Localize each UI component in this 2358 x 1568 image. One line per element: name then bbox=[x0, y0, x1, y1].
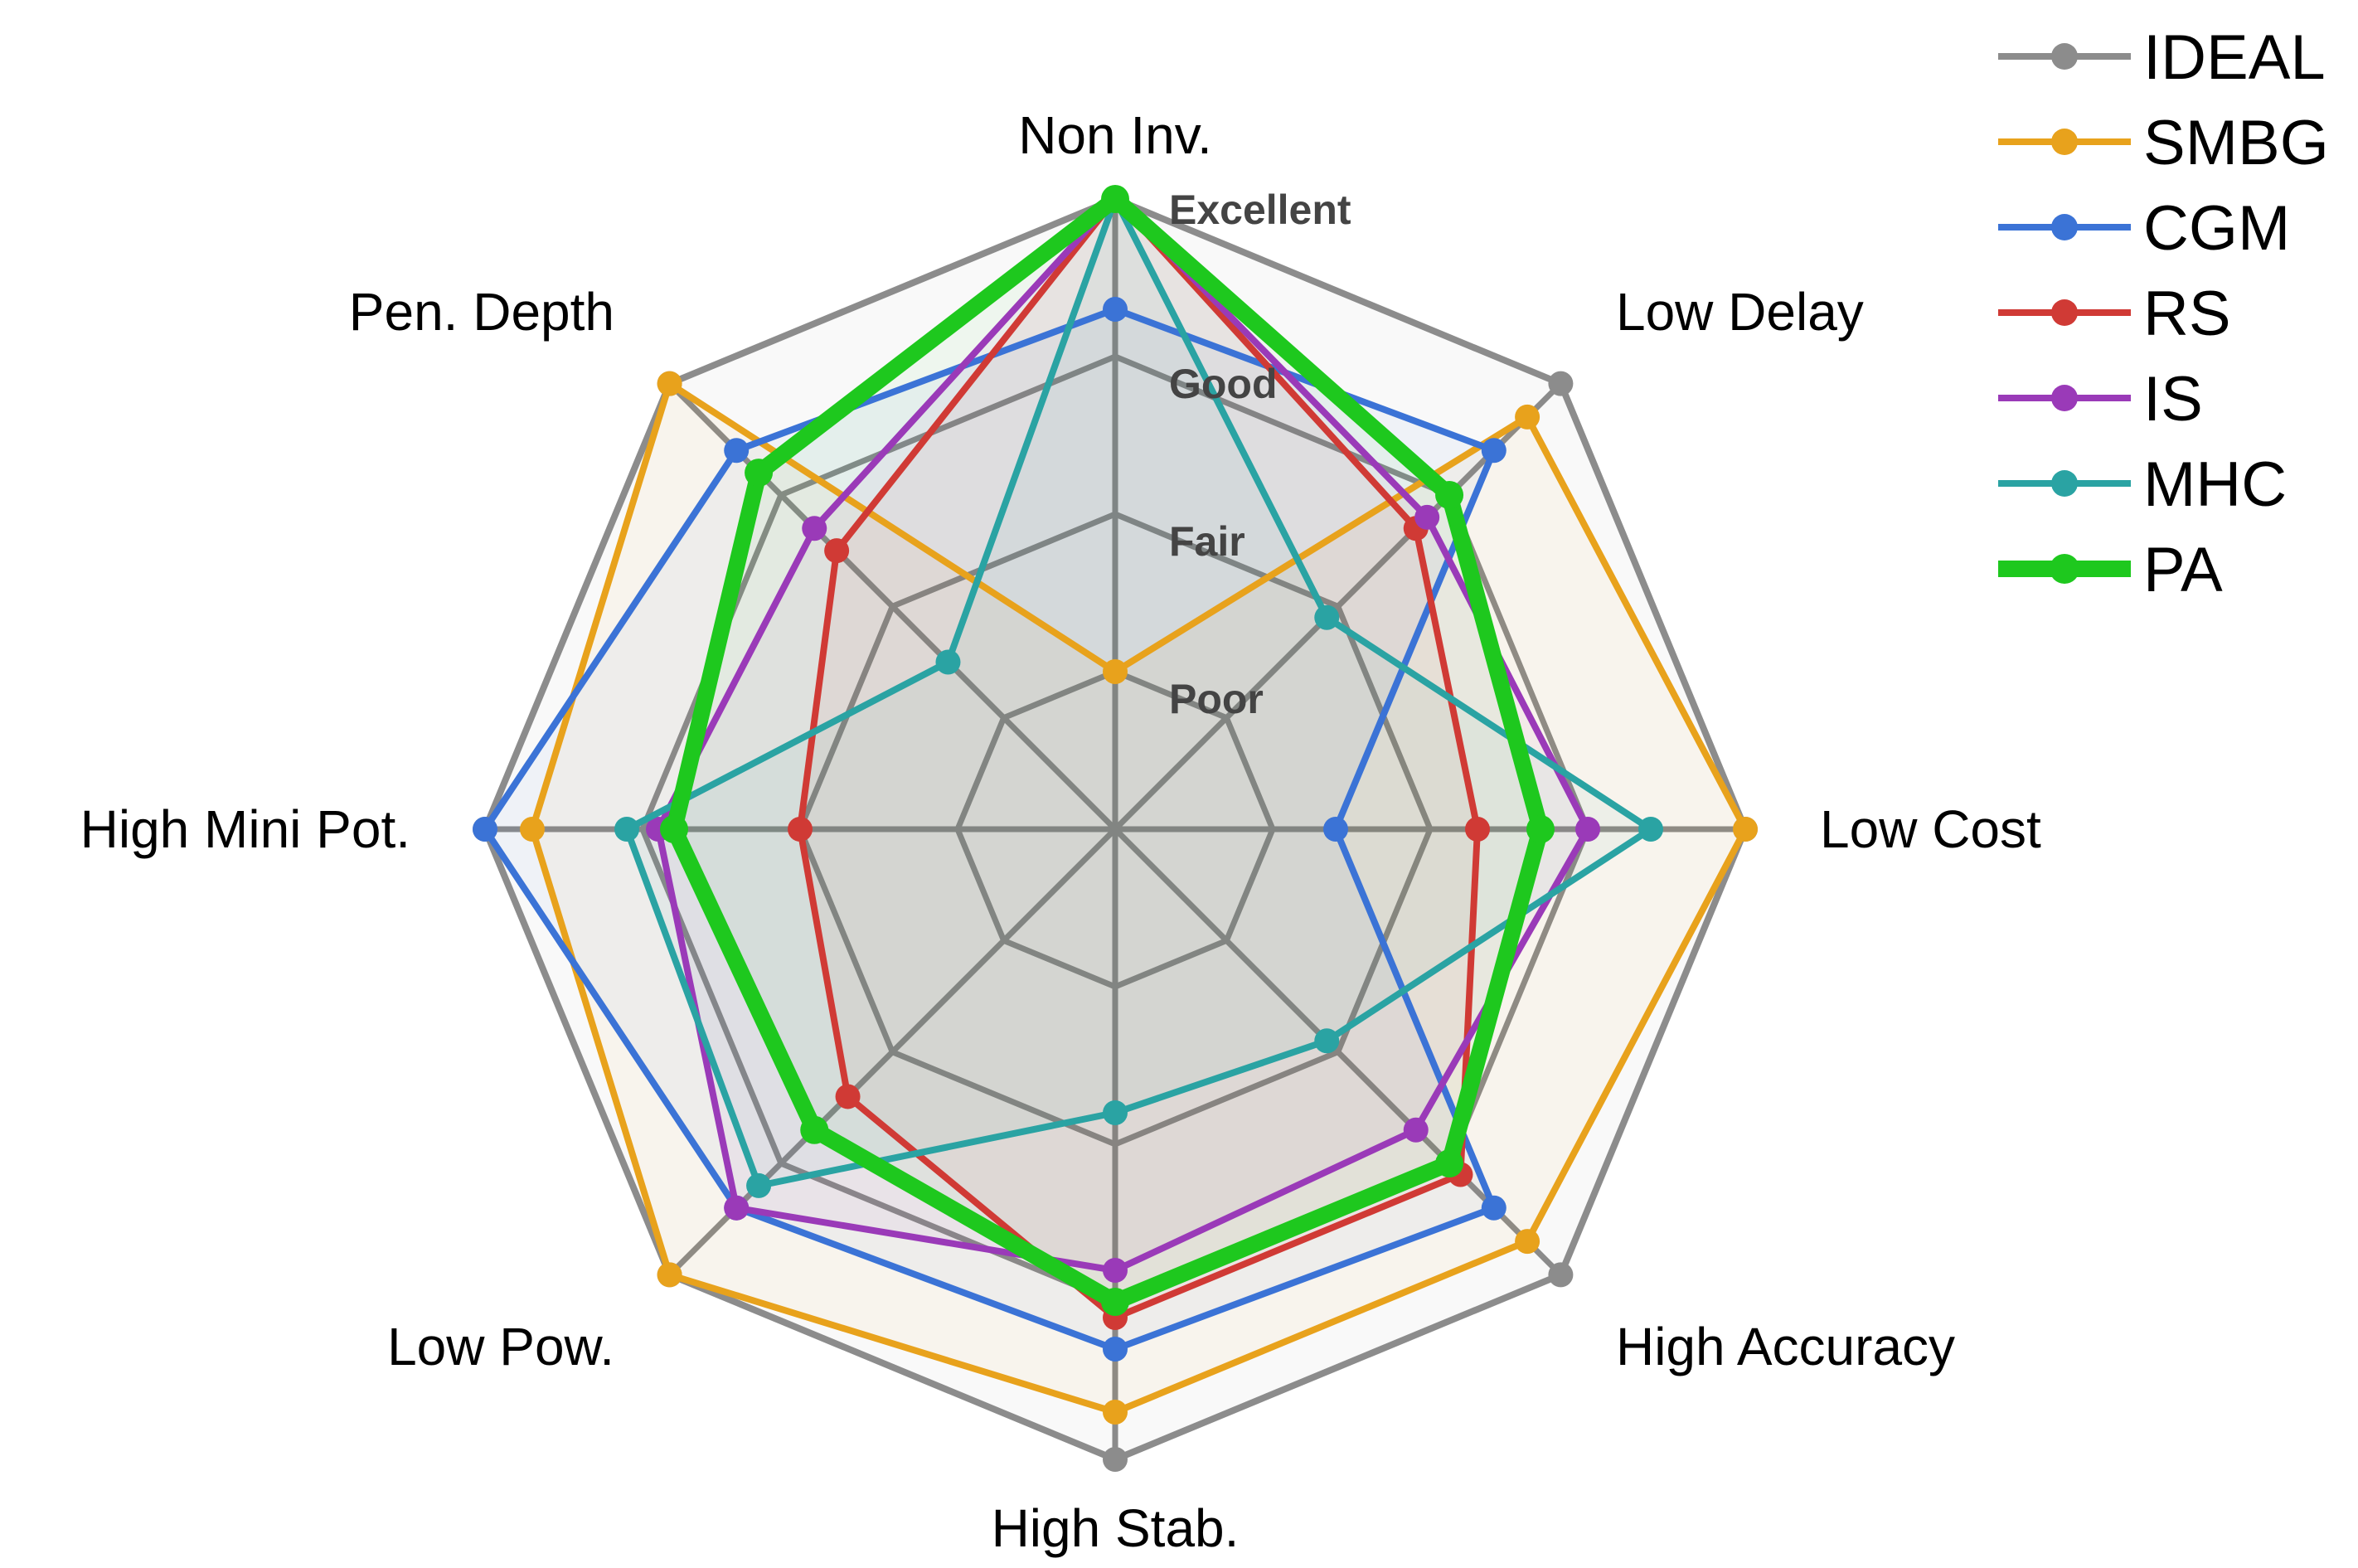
point-is-7 bbox=[802, 516, 827, 541]
legend-label: PA bbox=[2143, 535, 2223, 605]
point-rs-2 bbox=[1465, 817, 1490, 842]
point-smbg-0 bbox=[1103, 659, 1128, 684]
point-cgm-3 bbox=[1481, 1195, 1506, 1221]
point-pa-5 bbox=[800, 1115, 829, 1144]
point-smbg-7 bbox=[657, 371, 682, 396]
legend-item-pa: PA bbox=[1998, 535, 2223, 605]
axis-label: High Mini Pot. bbox=[80, 799, 410, 859]
legend-marker bbox=[2051, 43, 2078, 70]
point-is-3 bbox=[1403, 1117, 1429, 1143]
point-is-1 bbox=[1414, 504, 1440, 530]
point-mhc-4 bbox=[1103, 1100, 1128, 1125]
point-smbg-5 bbox=[657, 1262, 682, 1288]
point-cgm-7 bbox=[724, 438, 750, 464]
point-rs-6 bbox=[788, 817, 813, 842]
point-ideal-4 bbox=[1103, 1447, 1128, 1472]
series-smbg bbox=[520, 371, 1758, 1425]
point-mhc-7 bbox=[935, 649, 961, 675]
point-cgm-0 bbox=[1103, 297, 1128, 322]
point-pa-1 bbox=[1435, 480, 1464, 509]
legend-marker bbox=[2050, 554, 2079, 584]
axis-label: High Accuracy bbox=[1616, 1317, 1955, 1376]
legend-label: IDEAL bbox=[2143, 22, 2326, 93]
point-mhc-1 bbox=[1314, 604, 1340, 630]
legend-item-ideal: IDEAL bbox=[1998, 22, 2326, 93]
axis-label: Low Delay bbox=[1616, 282, 1864, 342]
point-smbg-1 bbox=[1515, 404, 1540, 430]
series-fill-pa bbox=[674, 199, 1540, 1302]
axis-labels: Non Inv. Low Delay Low Cost High Accuracy Hi… bbox=[80, 105, 2041, 1558]
point-is-2 bbox=[1575, 817, 1600, 842]
legend-label: MHC bbox=[2143, 449, 2287, 520]
point-pa-4 bbox=[1101, 1288, 1129, 1316]
legend: IDEAL SMBG CGM RS IS MHC PA bbox=[1998, 22, 2329, 605]
point-is-5 bbox=[724, 1195, 750, 1221]
point-smbg-6 bbox=[520, 817, 545, 842]
axis-label: High Stab. bbox=[992, 1498, 1240, 1558]
point-cgm-1 bbox=[1481, 438, 1506, 464]
point-cgm-4 bbox=[1103, 1337, 1128, 1362]
legend-label: RS bbox=[2143, 279, 2231, 349]
point-rs-7 bbox=[824, 538, 850, 564]
legend-label: SMBG bbox=[2143, 108, 2329, 178]
point-cgm-6 bbox=[473, 817, 497, 842]
level-labels: Poor Fair Good Excellent bbox=[1169, 187, 1351, 722]
point-pa-3 bbox=[1435, 1149, 1464, 1178]
point-smbg-4 bbox=[1103, 1400, 1128, 1425]
legend-item-smbg: SMBG bbox=[1998, 108, 2329, 178]
axis-label: Low Pow. bbox=[387, 1317, 614, 1376]
axis-label: Pen. Depth bbox=[349, 282, 614, 342]
point-pa-0 bbox=[1101, 185, 1129, 213]
series-fill-mhc bbox=[627, 199, 1651, 1186]
level-label: Good bbox=[1169, 361, 1278, 407]
series-lines bbox=[473, 185, 1758, 1472]
legend-label: IS bbox=[2143, 364, 2203, 434]
point-pa-6 bbox=[660, 815, 688, 843]
point-mhc-6 bbox=[614, 817, 639, 842]
level-label: Excellent bbox=[1169, 187, 1351, 233]
legend-item-mhc: MHC bbox=[1998, 449, 2287, 520]
point-is-4 bbox=[1103, 1258, 1128, 1283]
legend-item-rs: RS bbox=[1998, 279, 2231, 349]
legend-marker bbox=[2051, 129, 2078, 155]
point-pa-7 bbox=[745, 459, 774, 488]
legend-label: CGM bbox=[2143, 193, 2290, 264]
point-rs-5 bbox=[835, 1084, 861, 1109]
axis-label: Non Inv. bbox=[1018, 105, 1212, 165]
point-mhc-2 bbox=[1638, 817, 1663, 842]
series-fill-rs bbox=[800, 199, 1477, 1318]
legend-marker bbox=[2051, 470, 2078, 497]
legend-marker bbox=[2051, 299, 2078, 326]
legend-item-is: IS bbox=[1998, 364, 2203, 434]
axis-label: Low Cost bbox=[1820, 799, 2041, 859]
series-pa bbox=[660, 185, 1555, 1316]
point-pa-2 bbox=[1526, 815, 1555, 843]
point-mhc-3 bbox=[1314, 1028, 1340, 1054]
point-cgm-2 bbox=[1323, 817, 1348, 842]
point-ideal-1 bbox=[1548, 371, 1574, 396]
point-smbg-2 bbox=[1733, 817, 1758, 842]
level-label: Poor bbox=[1169, 676, 1264, 722]
legend-item-cgm: CGM bbox=[1998, 193, 2290, 264]
level-label: Fair bbox=[1169, 518, 1245, 565]
legend-marker bbox=[2051, 385, 2078, 411]
point-mhc-5 bbox=[746, 1172, 772, 1198]
legend-marker bbox=[2051, 214, 2078, 240]
point-smbg-3 bbox=[1515, 1229, 1540, 1255]
series-rs bbox=[788, 187, 1490, 1330]
point-ideal-3 bbox=[1548, 1262, 1574, 1288]
